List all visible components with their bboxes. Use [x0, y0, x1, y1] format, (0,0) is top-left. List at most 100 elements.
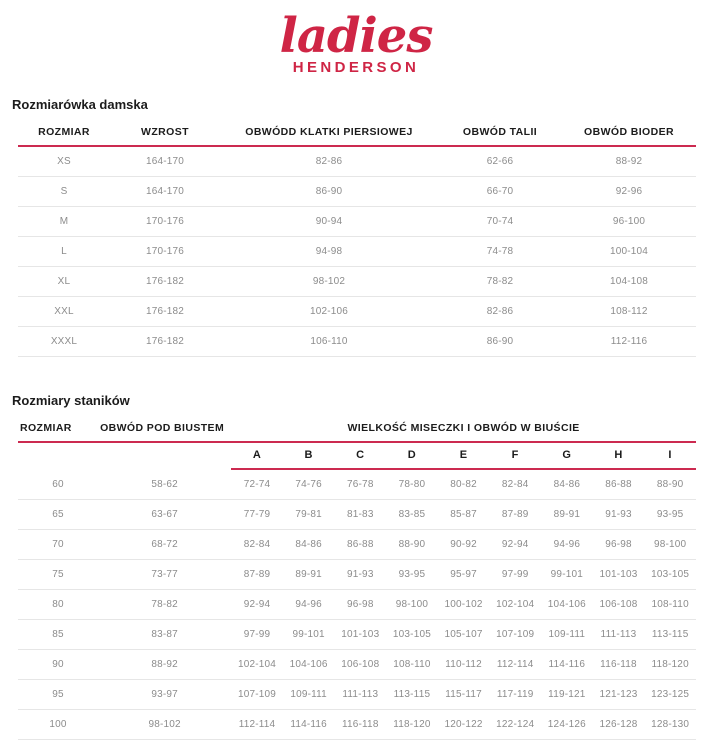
- col-header-size: ROZMIAR: [38, 126, 90, 138]
- col-header-height: WZROST: [141, 126, 189, 138]
- brand-sub-name: HENDERSON: [292, 59, 420, 76]
- cell-cup-i: 103-105: [644, 559, 696, 590]
- cell-size: M: [18, 206, 110, 237]
- col-header-hips: OBWÓD BIODER: [584, 126, 674, 138]
- cell-cup-a: 72-74: [231, 469, 283, 500]
- cell-size: XL: [18, 266, 110, 297]
- table-row: 85 83-87 97-99 99-101 101-103 103-105 105-107 1…: [18, 619, 696, 650]
- cell-cup-f: 102-104: [489, 589, 542, 620]
- spacer-cell-underbust: [98, 442, 231, 469]
- col-header-cup-c: C: [334, 442, 387, 470]
- cell-cup-c: 96-98: [334, 589, 387, 620]
- col-header-cup-d: D: [386, 442, 438, 470]
- bra-size-table: ROZMIAR OBWÓD POD BIUSTEM WIELKOŚĆ MISEC…: [18, 422, 696, 740]
- table-row: 80 78-82 92-94 94-96 96-98 98-100 100-102 102-1…: [18, 589, 696, 620]
- cell-waist: 66-70: [438, 176, 562, 207]
- cell-cup-d: 118-120: [386, 709, 438, 740]
- cell-cup-h: 121-123: [592, 679, 645, 710]
- cell-cup-i: 123-125: [644, 679, 696, 710]
- cell-cup-h: 111-113: [592, 619, 645, 650]
- cell-waist: 70-74: [438, 206, 562, 237]
- table-row: 100 98-102 112-114 114-116 116-118 118-120 120…: [18, 709, 696, 740]
- bra-table-body: 60 58-62 72-74 74-76 76-78 78-80 80-82 82-84 84-…: [18, 469, 696, 740]
- cell-cup-e: 120-122: [437, 709, 490, 740]
- cell-cup-f: 117-119: [489, 679, 542, 710]
- cell-height: 176-182: [110, 266, 220, 297]
- cell-cup-g: 89-91: [541, 499, 593, 530]
- cell-cup-d: 83-85: [386, 499, 438, 530]
- cell-cup-e: 100-102: [437, 589, 490, 620]
- cell-height: 170-176: [110, 206, 220, 237]
- cell-cup-g: 124-126: [541, 709, 593, 740]
- cell-bra-size: 95: [18, 679, 99, 710]
- table-row: XXXL 176-182 106-110 86-90 112-116: [18, 326, 696, 357]
- table-row: 60 58-62 72-74 74-76 76-78 78-80 80-82 82-84 84-…: [18, 469, 696, 500]
- table-row: 70 68-72 82-84 84-86 86-88 88-90 90-92 92-94 94-…: [18, 529, 696, 560]
- cell-cup-c: 86-88: [334, 529, 387, 560]
- cell-cup-d: 98-100: [386, 589, 438, 620]
- table-row: XXL 176-182 102-106 82-86 108-112: [18, 296, 696, 327]
- cell-underbust: 68-72: [98, 529, 232, 560]
- col-header-cup-f: F: [489, 442, 542, 470]
- cell-hips: 108-112: [562, 296, 696, 327]
- cell-chest: 82-86: [220, 146, 438, 177]
- cell-waist: 86-90: [438, 326, 562, 357]
- cell-cup-g: 99-101: [541, 559, 593, 590]
- cell-cup-g: 84-86: [541, 469, 593, 500]
- women-table-header-row: ROZMIAR WZROST OBWÓDD KLATKI PIERSIOWEJ …: [18, 126, 696, 146]
- cell-cup-c: 101-103: [334, 619, 387, 650]
- cell-size: XXL: [18, 296, 110, 327]
- table-row: 75 73-77 87-89 89-91 91-93 93-95 95-97 97-99 99-…: [18, 559, 696, 590]
- cell-cup-d: 93-95: [386, 559, 438, 590]
- cell-bra-size: 70: [18, 529, 99, 560]
- cell-size: XS: [18, 146, 110, 177]
- cell-chest: 102-106: [220, 296, 438, 327]
- cell-cup-f: 122-124: [489, 709, 542, 740]
- cell-cup-e: 110-112: [437, 649, 490, 680]
- cell-cup-e: 95-97: [437, 559, 490, 590]
- cell-cup-c: 111-113: [334, 679, 387, 710]
- cell-underbust: 88-92: [98, 649, 232, 680]
- bra-table-header-row-top: ROZMIAR OBWÓD POD BIUSTEM WIELKOŚĆ MISEC…: [18, 422, 696, 443]
- cell-size: XXXL: [18, 326, 110, 357]
- cell-underbust: 73-77: [98, 559, 232, 590]
- cell-bra-size: 60: [18, 469, 99, 500]
- women-table-body: XS 164-170 82-86 62-66 88-92 S 164-170 86-90 66-…: [18, 146, 696, 357]
- cell-underbust: 63-67: [98, 499, 232, 530]
- cell-cup-f: 97-99: [489, 559, 542, 590]
- col-header-cup-b: B: [282, 442, 335, 470]
- cell-cup-b: 79-81: [282, 499, 335, 530]
- cell-bra-size: 85: [18, 619, 99, 650]
- cell-cup-f: 87-89: [489, 499, 542, 530]
- table-row: S 164-170 86-90 66-70 92-96: [18, 176, 696, 207]
- cell-cup-g: 94-96: [541, 529, 593, 560]
- cell-cup-b: 99-101: [282, 619, 335, 650]
- bra-size-table-block: ROZMIAR OBWÓD POD BIUSTEM WIELKOŚĆ MISEC…: [18, 422, 696, 740]
- col-header-cup-span: WIELKOŚĆ MISECZKI I OBWÓD W BIUŚCIE: [231, 422, 696, 443]
- cell-hips: 112-116: [562, 326, 696, 357]
- cell-height: 164-170: [110, 176, 220, 207]
- cell-cup-i: 98-100: [644, 529, 696, 560]
- cell-hips: 92-96: [562, 176, 696, 207]
- cell-cup-b: 94-96: [282, 589, 335, 620]
- cell-cup-a: 112-114: [231, 709, 283, 740]
- table-row: 95 93-97 107-109 109-111 111-113 113-115 115-1…: [18, 679, 696, 710]
- cell-cup-h: 126-128: [592, 709, 645, 740]
- cell-cup-h: 106-108: [592, 589, 645, 620]
- cell-cup-d: 108-110: [386, 649, 438, 680]
- cell-cup-a: 92-94: [231, 589, 283, 620]
- cell-cup-a: 102-104: [231, 649, 283, 680]
- cell-bra-size: 65: [18, 499, 99, 530]
- cell-cup-c: 81-83: [334, 499, 387, 530]
- cell-cup-i: 108-110: [644, 589, 696, 620]
- cell-size: S: [18, 176, 110, 207]
- cell-cup-g: 109-111: [541, 619, 593, 650]
- cell-cup-i: 113-115: [644, 619, 696, 650]
- cell-cup-g: 104-106: [541, 589, 593, 620]
- col-header-bra-size: ROZMIAR: [18, 422, 99, 443]
- col-header-cup-e: E: [437, 442, 490, 470]
- page-title-bra-sizes: Rozmiary staników: [12, 393, 130, 408]
- cell-cup-d: 103-105: [386, 619, 438, 650]
- cell-height: 170-176: [110, 236, 220, 267]
- cell-cup-b: 74-76: [282, 469, 335, 500]
